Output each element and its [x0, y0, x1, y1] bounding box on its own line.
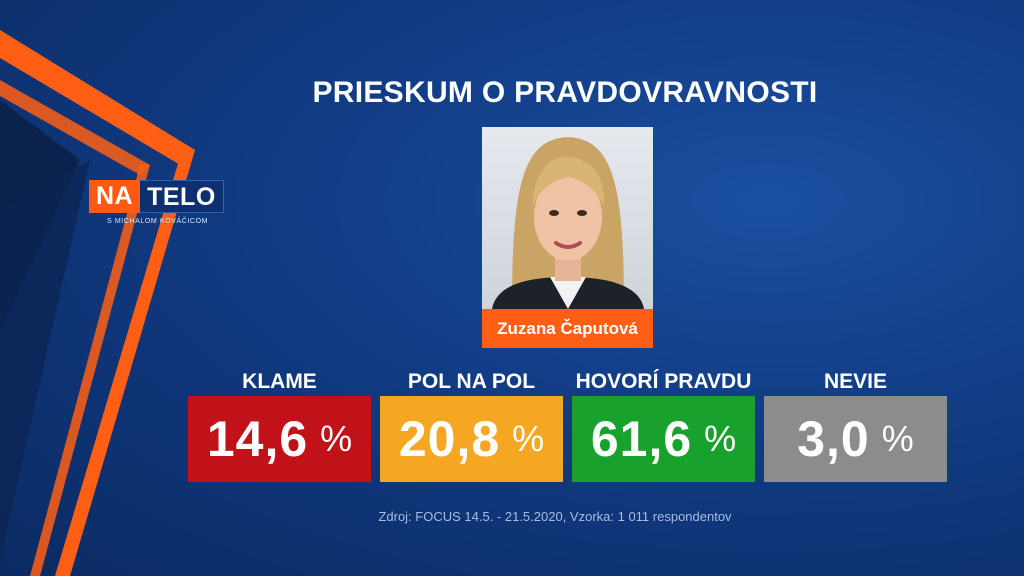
source-note: Zdroj: FOCUS 14.5. - 21.5.2020, Vzorka: …: [378, 509, 732, 524]
logo-na: NA: [89, 180, 141, 213]
category-label-klame: KLAME: [242, 370, 317, 393]
result-tile-klame: 14,6 %: [188, 396, 371, 482]
result-tile-pol-na-pol: 20,8 %: [380, 396, 563, 482]
category-label-hovori-pravdu: HOVORÍ PRAVDU: [575, 370, 752, 393]
chart-title: PRIESKUM O PRAVDOVRAVNOSTI: [312, 76, 818, 109]
unit-pol-na-pol: %: [512, 418, 545, 459]
unit-hovori-pravdu: %: [704, 418, 737, 459]
logo-telo: TELO: [140, 180, 224, 213]
unit-nevie: %: [881, 418, 914, 459]
value-nevie: 3,0: [797, 411, 870, 467]
value-pol-na-pol: 20,8: [398, 411, 501, 467]
logo-subtitle: S MICHALOM KOVÁČICOM: [107, 218, 209, 225]
result-tile-hovori-pravdu: 61,6 %: [572, 396, 755, 482]
value-hovori-pravdu: 61,6: [590, 411, 693, 467]
unit-klame: %: [320, 418, 353, 459]
person-photo: [482, 127, 653, 309]
decorative-frame: [0, 30, 195, 576]
category-label-nevie: NEVIE: [823, 370, 888, 393]
show-logo: NA TELO S MICHALOM KOVÁČICOM: [89, 180, 224, 225]
person-name: Zuzana Čaputová: [482, 309, 653, 348]
result-tile-nevie: 3,0 %: [764, 396, 947, 482]
value-klame: 14,6: [206, 411, 309, 467]
category-label-pol-na-pol: POL NA POL: [407, 370, 536, 393]
